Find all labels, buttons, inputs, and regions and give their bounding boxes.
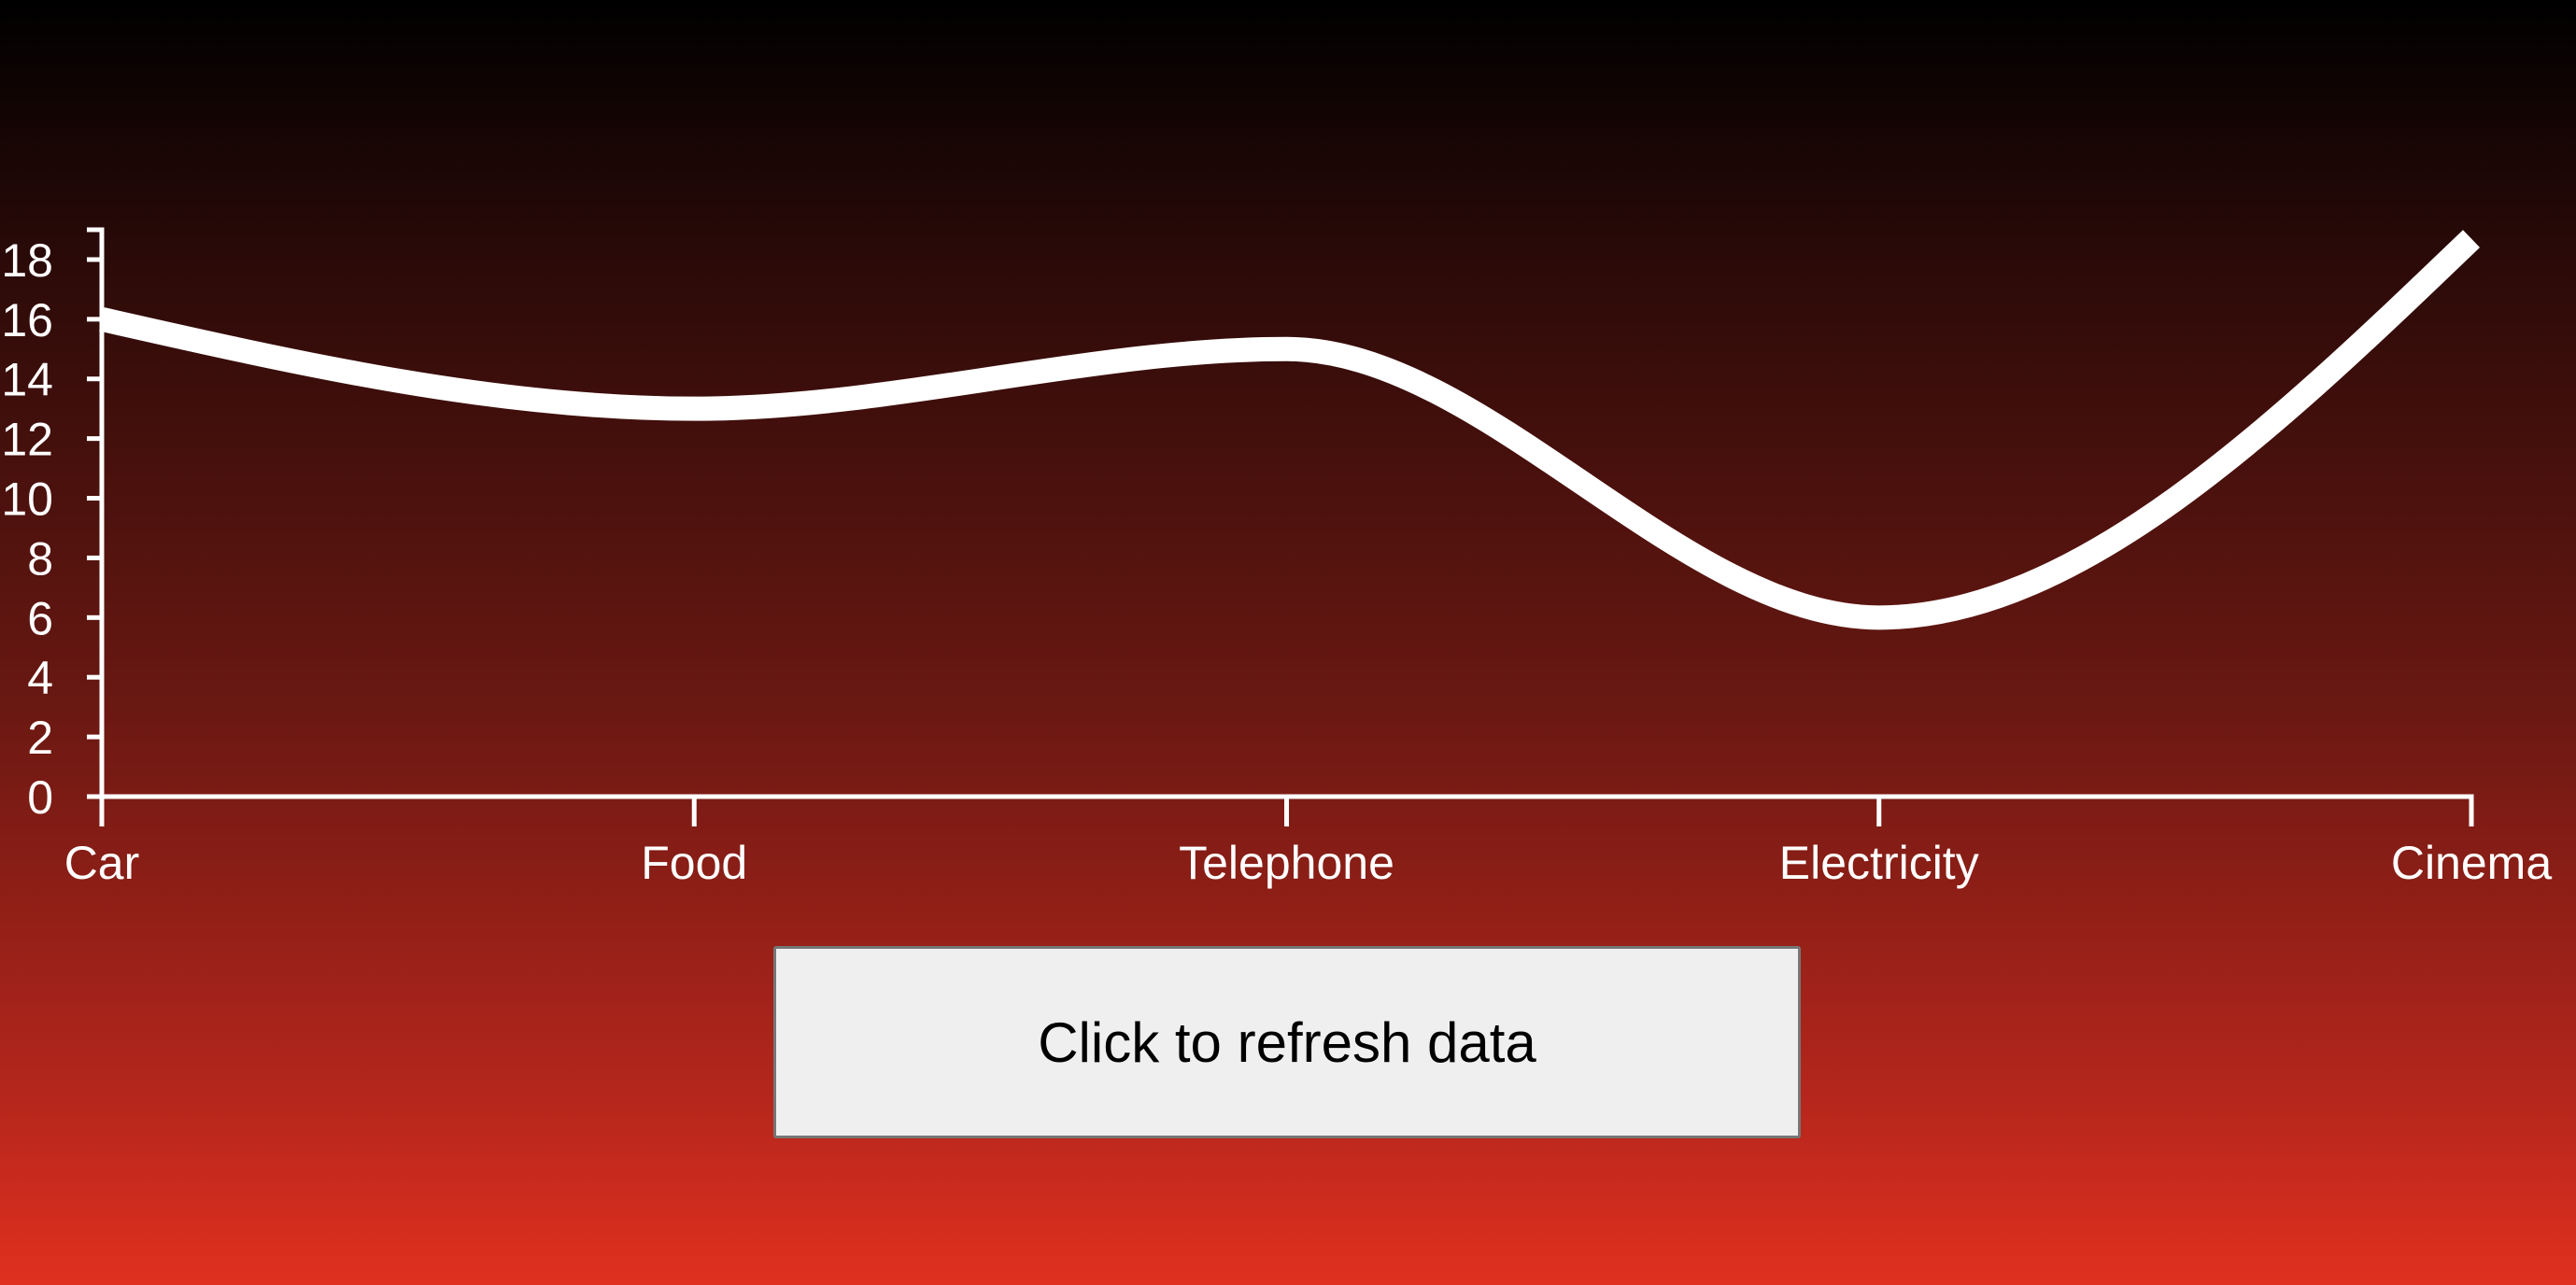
series-layer [99,230,2481,630]
series-line [99,230,2481,630]
line-chart: 0 2 4 6 8 10 12 14 16 18 Car Food Telephone Electric… [0,0,2576,934]
y-tick-label: 2 [27,712,53,764]
y-tick-label: 4 [27,652,53,704]
y-tick-label: 12 [1,414,53,466]
x-tick-label: Car [64,837,140,889]
y-tick-label: 0 [27,771,53,824]
y-tick-label: 8 [27,532,53,585]
x-tick-label: Food [641,837,747,889]
refresh-data-button[interactable]: Click to refresh data [773,946,1801,1138]
y-tick-label: 14 [1,354,53,406]
x-tick-label: Cinema [2391,837,2552,889]
y-axis-line [87,227,105,799]
y-tick-label: 6 [27,592,53,644]
x-axis: Car Food Telephone Electricity Cinema [64,794,2552,889]
y-tick-label: 16 [1,294,53,346]
y-axis: 0 2 4 6 8 10 12 14 16 18 [1,227,105,824]
y-tick-label: 10 [1,473,53,526]
x-tick-label: Electricity [1779,837,1979,889]
x-tick-label: Telephone [1179,837,1394,889]
y-tick-label: 18 [1,234,53,287]
